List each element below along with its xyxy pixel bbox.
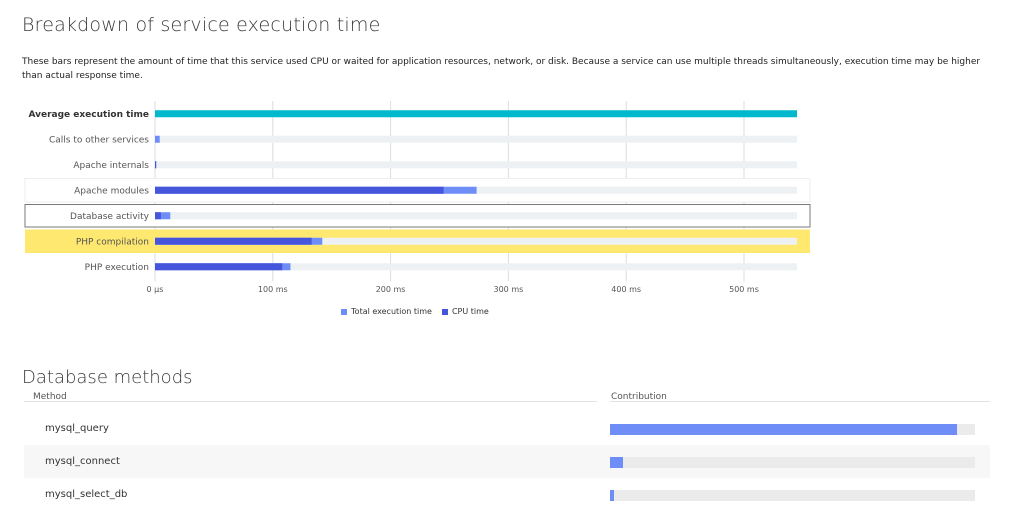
bar-total-execution-time [155,212,171,220]
chart-category-labels: Average execution time Calls to other ser… [28,110,149,273]
bar-cpu-time [155,237,312,245]
bar-track [155,263,797,271]
column-header-method[interactable]: Method [33,392,67,402]
bar-cpu-time [155,263,283,271]
legend-item-cpu[interactable]: CPU time [441,307,489,316]
x-tick-label: 500 ms [729,285,759,294]
legend-label-cpu: CPU time [451,307,489,316]
method-name: mysql_query [45,423,109,434]
contribution-bar-fill [610,457,623,468]
contribution-bar-fill [610,490,615,501]
chart-legend: Total execution time CPU time [0,307,830,316]
bar-cpu-time [155,212,161,220]
category-label: Apache modules [74,186,149,196]
method-name: mysql_connect [45,456,120,467]
legend-swatch-cpu [441,308,448,315]
bar-track [155,212,797,220]
bar-average-execution-time [155,110,798,118]
category-label: Database activity [70,212,150,222]
bar-total-execution-time [155,135,160,143]
bar-track [155,237,797,245]
contribution-bar [610,490,975,501]
contribution-bar [610,457,975,468]
contribution-bar-fill [610,424,957,435]
bar-cpu-time [155,161,157,169]
category-label: Apache internals [73,161,149,171]
x-tick-label: 0 µs [147,285,164,294]
x-tick-label: 300 ms [494,285,524,294]
x-tick-label: 400 ms [611,285,641,294]
database-methods-title: Database methods [22,367,193,388]
category-label: PHP execution [85,263,149,273]
category-label: Calls to other services [49,135,149,145]
legend-label-total: Total execution time [351,307,432,316]
header-divider-method [24,401,597,402]
bar-cpu-time [155,186,444,194]
chart-x-ticks: 0 µs 100 ms 200 ms 300 ms 400 ms 500 ms [147,285,759,294]
column-header-contribution[interactable]: Contribution [611,392,667,402]
header-divider-contribution [610,401,990,402]
bar-track [155,135,797,143]
execution-time-chart: Average execution time Calls to other ser… [24,101,811,294]
table-row-mysql-connect[interactable]: mysql_connect [24,445,990,478]
breakdown-title: Breakdown of service execution time [22,14,381,36]
legend-item-total[interactable]: Total execution time [341,307,432,316]
table-row-mysql-query[interactable]: mysql_query [24,412,990,445]
chart-bars [155,110,798,271]
x-tick-label: 100 ms [258,285,288,294]
breakdown-description: These bars represent the amount of time … [22,57,981,81]
bar-track [155,161,797,169]
contribution-bar [610,424,975,435]
table-row-mysql-select-db[interactable]: mysql_select_db [24,478,990,511]
category-label: Average execution time [28,110,149,120]
method-name: mysql_select_db [45,489,128,500]
legend-swatch-total [341,308,348,315]
category-label: PHP compilation [76,237,149,247]
x-tick-label: 200 ms [376,285,406,294]
